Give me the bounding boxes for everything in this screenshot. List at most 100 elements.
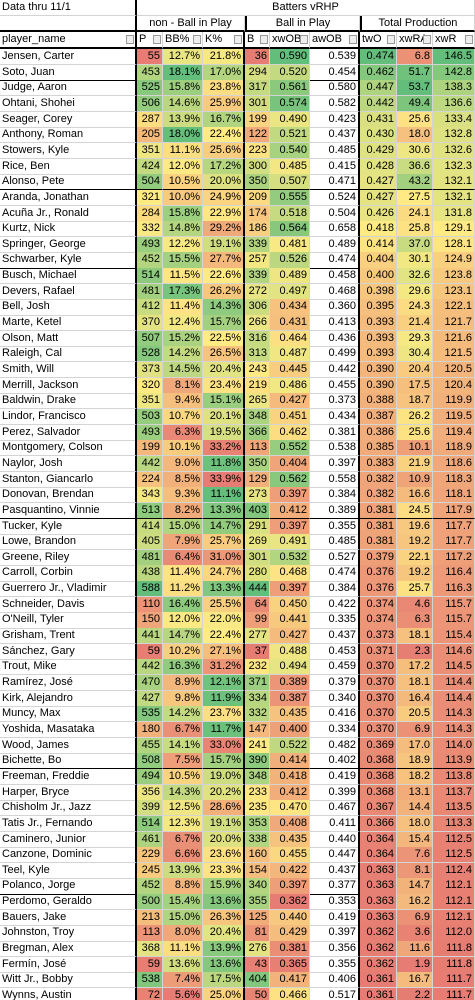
table-cell: 18.2 <box>397 768 433 786</box>
table-cell: 199 <box>245 111 270 128</box>
filter-icon[interactable] <box>349 35 357 44</box>
table-cell: 455 <box>137 737 163 754</box>
table-cell: 0.431 <box>270 315 310 332</box>
table-cell: 224 <box>137 471 163 488</box>
table-cell: 243 <box>245 362 270 379</box>
table-cell: 0.397 <box>270 581 310 598</box>
table-cell: 27.5 <box>397 189 433 206</box>
table-cell: 14.7% <box>203 518 245 535</box>
table-cell: 481 <box>137 549 163 566</box>
table-cell: 118.3 <box>433 471 475 488</box>
table-cell: 14.4 <box>397 800 433 817</box>
table-cell: 0.555 <box>270 189 310 206</box>
table-cell: 280 <box>245 565 270 582</box>
table-cell: 0.538 <box>310 440 360 457</box>
table-cell: 0.468 <box>270 565 310 582</box>
table-cell: 116.3 <box>433 581 475 598</box>
table-cell: 0.363 <box>360 894 397 911</box>
filter-icon[interactable] <box>153 35 161 44</box>
table-cell: 14.7 <box>397 878 433 895</box>
table-cell: 20.1% <box>203 408 245 426</box>
filter-icon[interactable] <box>387 35 395 44</box>
table-cell: 508 <box>137 753 163 770</box>
table-cell: 0.497 <box>270 283 310 300</box>
table-cell: 9.0% <box>163 455 203 473</box>
table-cell: 132.3 <box>433 158 475 175</box>
table-cell: 150 <box>137 612 163 629</box>
table-cell: 461 <box>137 831 163 848</box>
table-cell: 343 <box>137 487 163 504</box>
table-cell: 0.455 <box>310 377 360 394</box>
table-cell: 403 <box>245 502 270 519</box>
table-cell: 0.361 <box>360 988 397 1000</box>
table-cell: 11.6 <box>397 941 433 958</box>
table-cell: 0.361 <box>360 972 397 989</box>
table-cell: 124.9 <box>433 252 475 269</box>
player-name: Johnston, Troy <box>0 925 137 942</box>
table-cell: 13.6% <box>203 894 245 911</box>
table-cell: 213 <box>137 909 163 926</box>
table-cell: 15.7% <box>203 315 245 332</box>
table-cell: 0.440 <box>270 909 310 926</box>
filter-icon[interactable] <box>260 35 268 44</box>
table-cell: 59 <box>137 643 163 660</box>
table-cell: 0.397 <box>310 925 360 942</box>
table-cell: 0.371 <box>360 643 397 660</box>
player-name: Soto, Juan <box>0 64 137 81</box>
table-cell: 0.387 <box>360 408 397 426</box>
table-cell: 0.389 <box>310 502 360 519</box>
player-name: Busch, Michael <box>0 268 137 285</box>
table-cell: 17.3% <box>163 283 203 300</box>
table-cell: 112.1 <box>433 878 475 895</box>
table-cell: 0.447 <box>360 80 397 97</box>
player-name: Raleigh, Cal <box>0 346 137 363</box>
table-cell: 0.454 <box>310 64 360 81</box>
table-cell: 8.8% <box>163 878 203 895</box>
table-cell: 11.7% <box>203 721 245 739</box>
table-cell: 0.385 <box>360 440 397 457</box>
table-cell: 0.364 <box>360 831 397 848</box>
filter-icon[interactable] <box>126 35 134 44</box>
table-cell: 404 <box>245 972 270 989</box>
table-cell: 119.5 <box>433 408 475 426</box>
table-cell: 23.3% <box>203 862 245 879</box>
table-cell: 0.526 <box>270 252 310 269</box>
table-cell: 0.562 <box>270 471 310 488</box>
table-cell: 266 <box>245 315 270 332</box>
player-name: Bauers, Jake <box>0 909 137 926</box>
table-cell: 111.8 <box>433 941 475 958</box>
filter-icon[interactable] <box>423 35 431 44</box>
table-cell: 10.5% <box>163 174 203 191</box>
table-cell: 0.368 <box>360 784 397 801</box>
table-cell: 132.8 <box>433 127 475 144</box>
filter-icon[interactable] <box>300 35 308 44</box>
table-cell: 30.1 <box>397 252 433 269</box>
table-cell: 301 <box>245 95 270 113</box>
table-cell: 0.494 <box>270 659 310 676</box>
table-cell: 0.389 <box>270 675 310 692</box>
table-cell: 0.360 <box>310 299 360 316</box>
table-cell: 129 <box>245 471 270 488</box>
filter-icon[interactable] <box>234 35 242 44</box>
player-name: Ohtani, Shohei <box>0 95 137 113</box>
table-cell: 0.552 <box>270 440 310 457</box>
table-cell: 0.397 <box>270 878 310 895</box>
table-cell: 313 <box>245 346 270 363</box>
table-cell: 23.7% <box>203 706 245 723</box>
table-cell: 0.426 <box>360 205 397 222</box>
table-cell: 18.0 <box>397 127 433 144</box>
table-cell: 113 <box>245 440 270 457</box>
table-cell: 16.6 <box>397 487 433 504</box>
table-cell: 25.0% <box>203 988 245 1000</box>
table-cell: 121.6 <box>433 330 475 347</box>
table-cell: 27.7% <box>203 252 245 269</box>
table-cell: 284 <box>137 205 163 222</box>
player-name: Schwarber, Kyle <box>0 252 137 269</box>
table-cell: 17.2 <box>397 659 433 676</box>
table-cell: 18.1 <box>397 675 433 692</box>
filter-icon[interactable] <box>465 35 473 44</box>
player-name: Guerrero Jr., Vladimir <box>0 581 137 598</box>
player-name: Fermín, José <box>0 956 137 973</box>
table-cell: 16.4% <box>163 596 203 613</box>
filter-icon[interactable] <box>193 35 201 44</box>
